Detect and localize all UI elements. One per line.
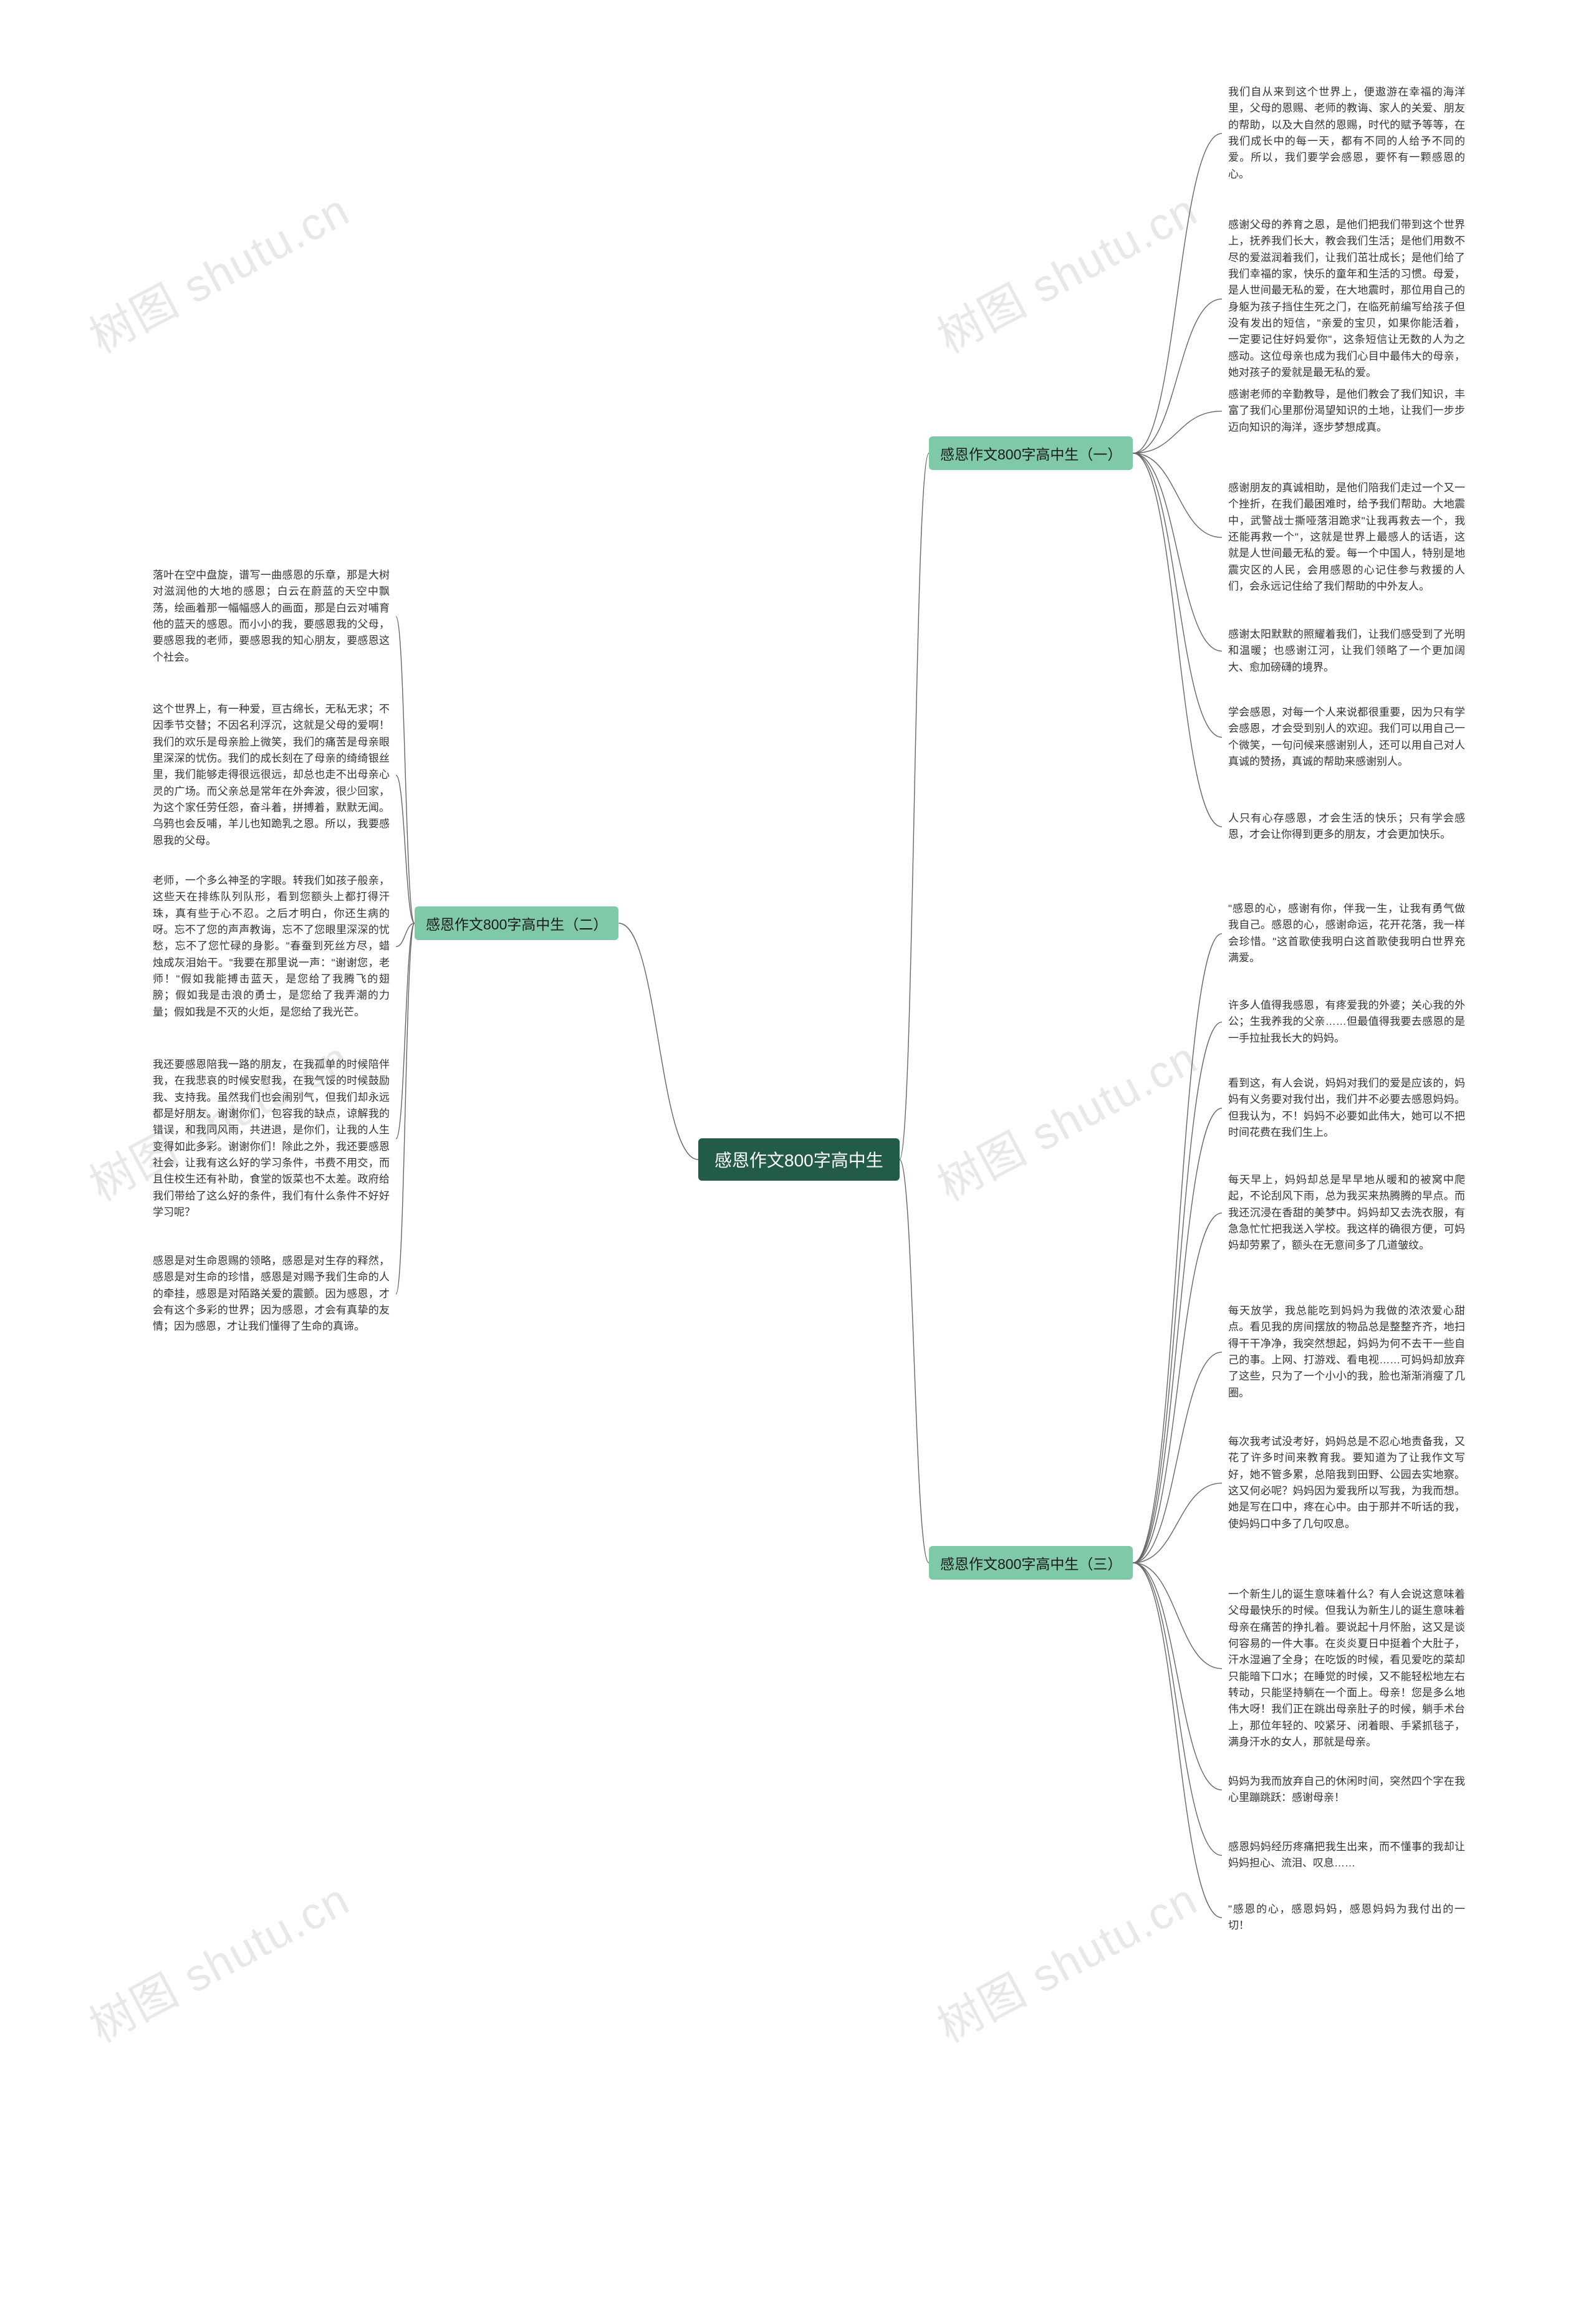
leaf-text: 感谢太阳默默的照耀着我们，让我们感受到了光明和温暖；也感谢江河，让我们领略了一个…	[1228, 627, 1465, 676]
leaf-text: 我们自从来到这个世界上，便遨游在幸福的海洋里，父母的恩赐、老师的教诲、家人的关爱…	[1228, 84, 1465, 183]
watermark: 树图 shutu.cn	[924, 1863, 1207, 2055]
leaf-text: 学会感恩，对每一个人来说都很重要，因为只有学会感恩，才会受到别人的欢迎。我们可以…	[1228, 704, 1465, 770]
leaf-text: "感恩的心，感恩妈妈，感恩妈妈为我付出的一切！	[1228, 1901, 1465, 1934]
leaf-text: "感恩的心，感谢有你，伴我一生，让我有勇气做我自己。感恩的心，感谢命运，花开花落…	[1228, 901, 1465, 966]
leaf-text: 感谢朋友的真诚相助，是他们陪我们走过一个又一个挫折，在我们最困难时，给予我们帮助…	[1228, 480, 1465, 595]
leaf-text: 每次我考试没考好，妈妈总是不忍心地责备我，又花了许多时间来教育我。要知道为了让我…	[1228, 1434, 1465, 1532]
leaf-text: 感恩妈妈经历疼痛把我生出来，而不懂事的我却让妈妈担心、流泪、叹息……	[1228, 1839, 1465, 1872]
branch-node-1[interactable]: 感恩作文800字高中生（一）	[929, 436, 1133, 470]
watermark: 树图 shutu.cn	[76, 1863, 359, 2055]
watermark: 树图 shutu.cn	[76, 174, 359, 366]
leaf-text: 老师，一个多么神圣的字眼。转我们如孩子般亲，这些天在排练队列队形，看到您额头上都…	[153, 873, 390, 1020]
leaf-text: 一个新生儿的诞生意味着什么？有人会说这意味着父母最快乐的时候。但我认为新生儿的诞…	[1228, 1587, 1465, 1750]
watermark: 树图 shutu.cn	[924, 1022, 1207, 1214]
leaf-text: 感谢父母的养育之恩，是他们把我们带到这个世界上，抚养我们长大，教会我们生活；是他…	[1228, 217, 1465, 381]
leaf-text: 许多人值得我感恩，有疼爱我的外婆；关心我的外公；生我养我的父亲……但最值得我要去…	[1228, 997, 1465, 1047]
leaf-text: 这个世界上，有一种爱，亘古绵长，无私无求；不因季节交替；不因名利浮沉，这就是父母…	[153, 701, 390, 849]
leaf-text: 落叶在空中盘旋，谱写一曲感恩的乐章，那是大树对滋润他的大地的感恩；白云在蔚蓝的天…	[153, 567, 390, 666]
branch-node-3[interactable]: 感恩作文800字高中生（三）	[929, 1546, 1133, 1580]
watermark: 树图 shutu.cn	[924, 174, 1207, 366]
leaf-text: 感恩是对生命恩赐的领略，感恩是对生存的释然，感恩是对生命的珍惜，感恩是对赐予我们…	[153, 1253, 390, 1335]
leaf-text: 每天早上，妈妈却总是早早地从暖和的被窝中爬起，不论刮风下雨，总为我买来热腾腾的早…	[1228, 1172, 1465, 1254]
leaf-text: 妈妈为我而放弃自己的休闲时间，突然四个字在我心里蹦跳跃：感谢母亲！	[1228, 1774, 1465, 1807]
leaf-text: 人只有心存感恩，才会生活的快乐；只有学会感恩，才会让你得到更多的朋友，才会更加快…	[1228, 810, 1465, 843]
leaf-text: 每天放学，我总能吃到妈妈为我做的浓浓爱心甜点。看见我的房间摆放的物品总是整整齐齐…	[1228, 1303, 1465, 1401]
leaf-text: 感谢老师的辛勤教导，是他们教会了我们知识，丰富了我们心里那份渴望知识的土地，让我…	[1228, 386, 1465, 436]
root-node[interactable]: 感恩作文800字高中生	[698, 1138, 900, 1181]
leaf-text: 看到这，有人会说，妈妈对我们的爱是应该的，妈妈有义务要对我付出，我们井不必要去感…	[1228, 1075, 1465, 1141]
leaf-text: 我还要感恩陪我一路的朋友，在我孤单的时候陪伴我，在我悲哀的时候安慰我，在我气馁的…	[153, 1057, 390, 1221]
branch-node-2[interactable]: 感恩作文800字高中生（二）	[415, 906, 618, 940]
